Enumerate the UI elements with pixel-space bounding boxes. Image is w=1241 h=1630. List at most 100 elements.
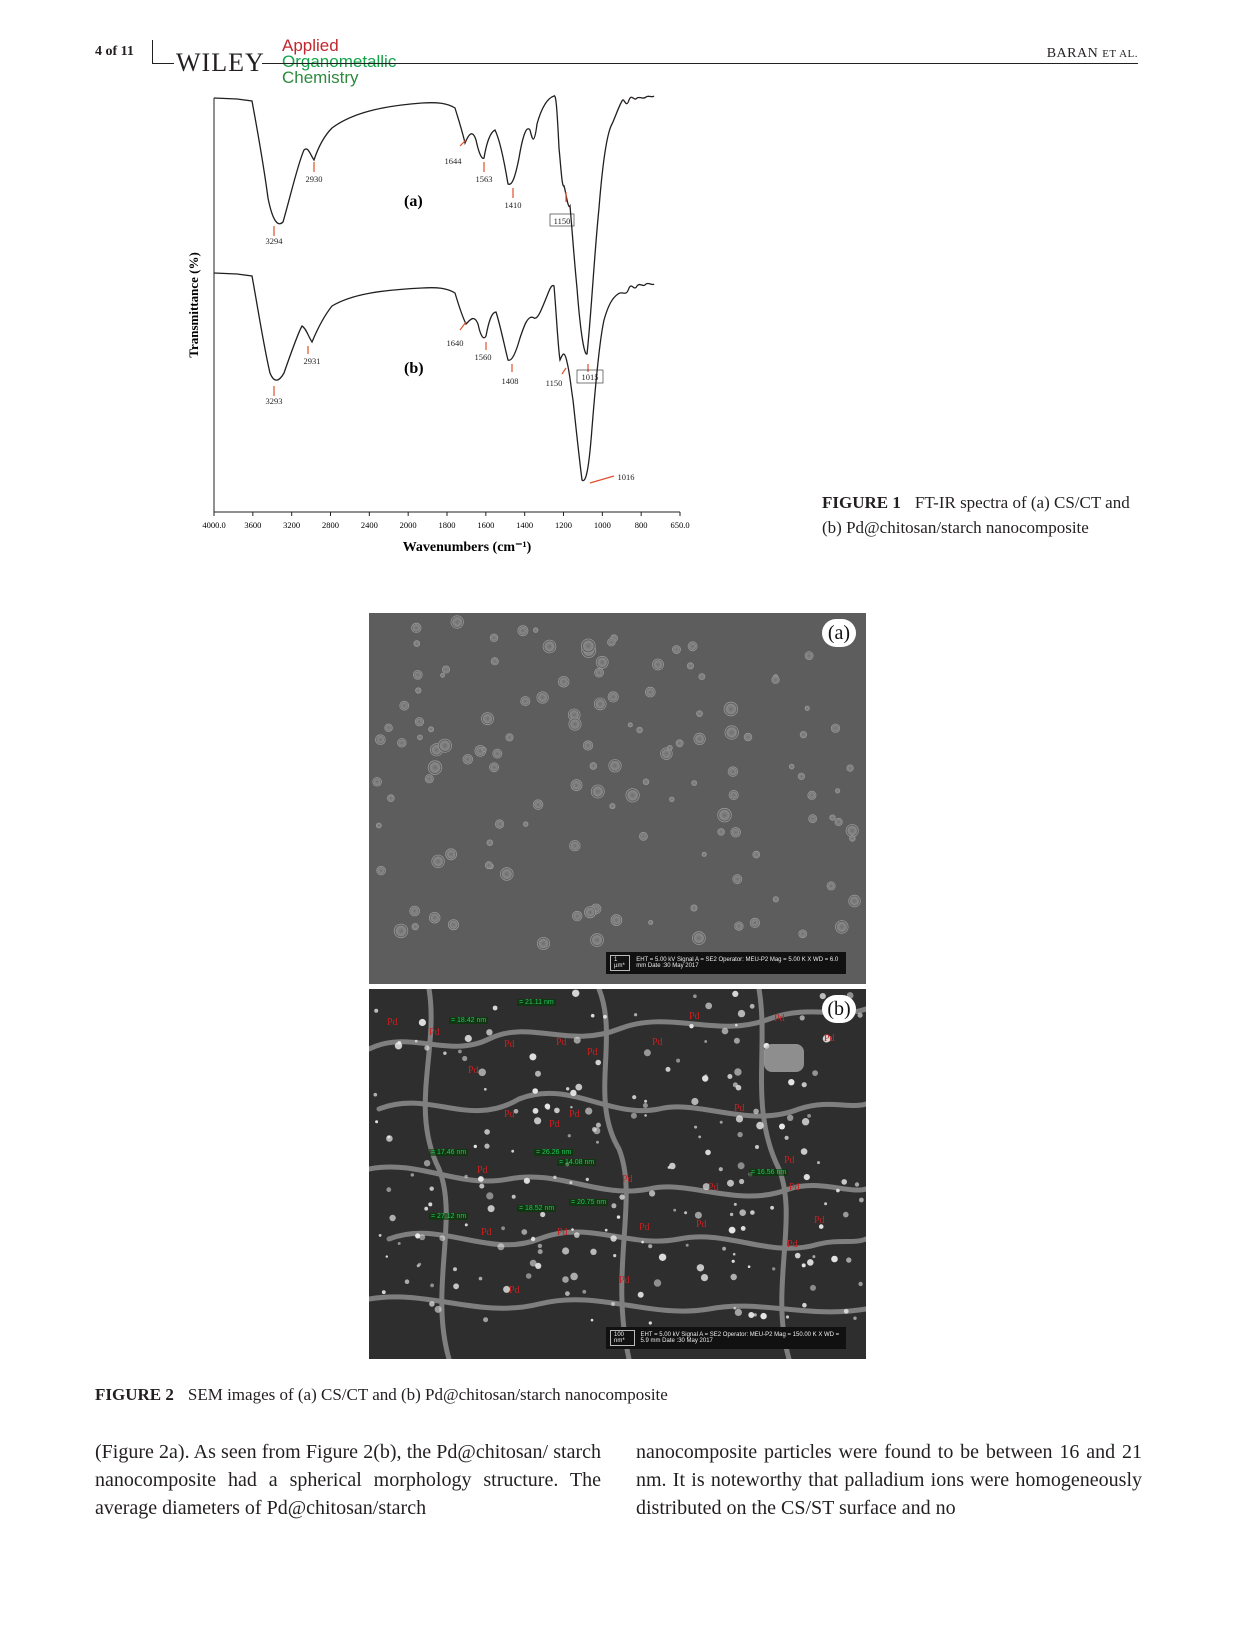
sem-b-particle	[641, 1240, 644, 1244]
sem-a-particle	[492, 748, 503, 759]
sem-b-particle	[644, 1099, 648, 1103]
sem-a-particle	[772, 896, 779, 903]
sem-a-particle	[835, 920, 849, 934]
sem-b-particle	[532, 1088, 538, 1094]
sem-b-particle	[800, 1148, 808, 1155]
sem-b-particle	[733, 1037, 740, 1044]
sem-b-particle	[570, 1106, 573, 1109]
sem-b-particle	[386, 1187, 392, 1193]
sem-a-particle	[593, 697, 607, 711]
measurement-label: = 17.46 nm	[429, 1149, 469, 1156]
sem-a-particle	[607, 638, 616, 647]
sem-b-particle	[478, 1068, 486, 1077]
sem-a-particle	[608, 759, 622, 773]
sem-b-particle	[416, 1264, 420, 1268]
sem-b-particle	[479, 1183, 485, 1189]
sem-a-scale: 1 µm*	[610, 955, 631, 971]
sem-b-particle	[799, 1015, 805, 1021]
sem-b-particle	[487, 1205, 495, 1213]
sem-b-particle	[562, 1247, 570, 1255]
sem-a-particle	[717, 807, 732, 823]
sem-b-particle	[667, 1166, 671, 1169]
sem-b-particle	[632, 1095, 637, 1100]
sem-b-particle	[801, 1263, 806, 1268]
sem-b-particle	[696, 1264, 705, 1272]
sem-b-particle	[375, 1120, 379, 1124]
sem-b-particle	[853, 1316, 857, 1320]
sem-b-particle	[658, 1253, 667, 1261]
sem-a-particle	[692, 931, 706, 945]
spectrum-a-line	[213, 95, 655, 355]
sem-b-particle	[733, 1306, 737, 1310]
sem-b-particle	[750, 1210, 755, 1215]
sem-b-particle	[483, 1317, 489, 1323]
sem-a-particle	[413, 640, 421, 647]
sem-a-particle	[376, 865, 386, 876]
sem-b-particle	[734, 1308, 742, 1316]
sem-b-particle	[619, 1194, 625, 1200]
sem-b-particle	[523, 1177, 530, 1184]
sem-b-particle	[595, 1122, 601, 1128]
sem-b-info: EHT = 5.00 kV Signal A = SE2 Operator: M…	[640, 1332, 840, 1344]
header-rule-left	[152, 63, 174, 64]
x-tick-label: 3200	[283, 520, 300, 530]
sem-b-particle	[704, 1040, 708, 1043]
pd-label: Pd	[787, 1239, 798, 1250]
sem-b-particle	[642, 1103, 648, 1108]
sem-a-particle	[448, 919, 460, 931]
sem-a-particle	[698, 673, 706, 680]
spectrum-b-label: (b)	[404, 360, 424, 377]
sem-a-particle	[607, 691, 619, 703]
authors-etal: ET AL.	[1102, 48, 1138, 60]
sem-a-particle	[536, 936, 550, 950]
sem-a-particle	[589, 762, 597, 770]
sem-b-particle	[727, 1179, 734, 1187]
sem-a-particle	[440, 672, 445, 678]
peak-a-1150: 1150	[554, 216, 571, 226]
sem-b-particle	[685, 1243, 689, 1247]
sem-b-particle	[511, 1149, 515, 1153]
sem-b-flake	[764, 1044, 804, 1072]
sem-a-particle	[807, 790, 817, 800]
sem-b-particle	[818, 1224, 824, 1229]
sem-a-particle	[845, 824, 859, 838]
sem-b-particle	[453, 1283, 459, 1290]
sem-a-particle	[826, 881, 836, 891]
sem-b-particle	[729, 1212, 734, 1217]
sem-b-particle	[700, 1274, 709, 1282]
pd-label: Pd	[556, 1037, 567, 1048]
sem-b-particle	[439, 1235, 446, 1242]
sem-a-particle	[799, 731, 807, 739]
sem-b-particle	[373, 1092, 378, 1097]
sem-b-particle	[378, 1234, 382, 1237]
sem-b-particle	[590, 1013, 595, 1018]
journal-word-2: Organometallic	[282, 52, 397, 71]
sem-b-particle	[747, 1265, 751, 1268]
sem-a-particle	[571, 910, 583, 922]
sem-a-particles	[372, 615, 861, 950]
figure1-caption-label: FIGURE 1	[822, 493, 901, 512]
sem-b-particle	[787, 1114, 794, 1121]
sem-a-particle	[691, 780, 698, 787]
sem-b-particle	[676, 1058, 681, 1063]
header-separator	[152, 40, 153, 64]
measurement-label: = 27.12 nm	[429, 1213, 469, 1220]
sem-a-particle	[717, 828, 725, 836]
measurement-label: = 20.75 nm	[569, 1199, 609, 1206]
sem-b-particle	[462, 1055, 468, 1062]
sem-a-particle	[590, 933, 604, 947]
sem-a-particle	[752, 850, 761, 859]
sem-b-particle	[803, 1174, 810, 1181]
pd-label: Pd	[569, 1109, 580, 1120]
ftir-chart: Transmittance (%) Wavenumbers (cm⁻¹) 400…	[186, 95, 690, 555]
sem-b-particle	[807, 1259, 814, 1266]
figure2-caption-text: SEM images of (a) CS/CT and (b) Pd@chito…	[187, 1385, 668, 1404]
sem-b-particle	[807, 1114, 811, 1118]
sem-b-particle	[843, 1308, 849, 1314]
sem-b-particle	[430, 1283, 434, 1288]
sem-b-label: (b)	[822, 995, 856, 1023]
sem-b-particle	[535, 1262, 542, 1269]
pd-label: Pd	[468, 1065, 479, 1076]
pd-label: Pd	[504, 1109, 515, 1120]
sem-b-particle	[414, 1039, 418, 1043]
